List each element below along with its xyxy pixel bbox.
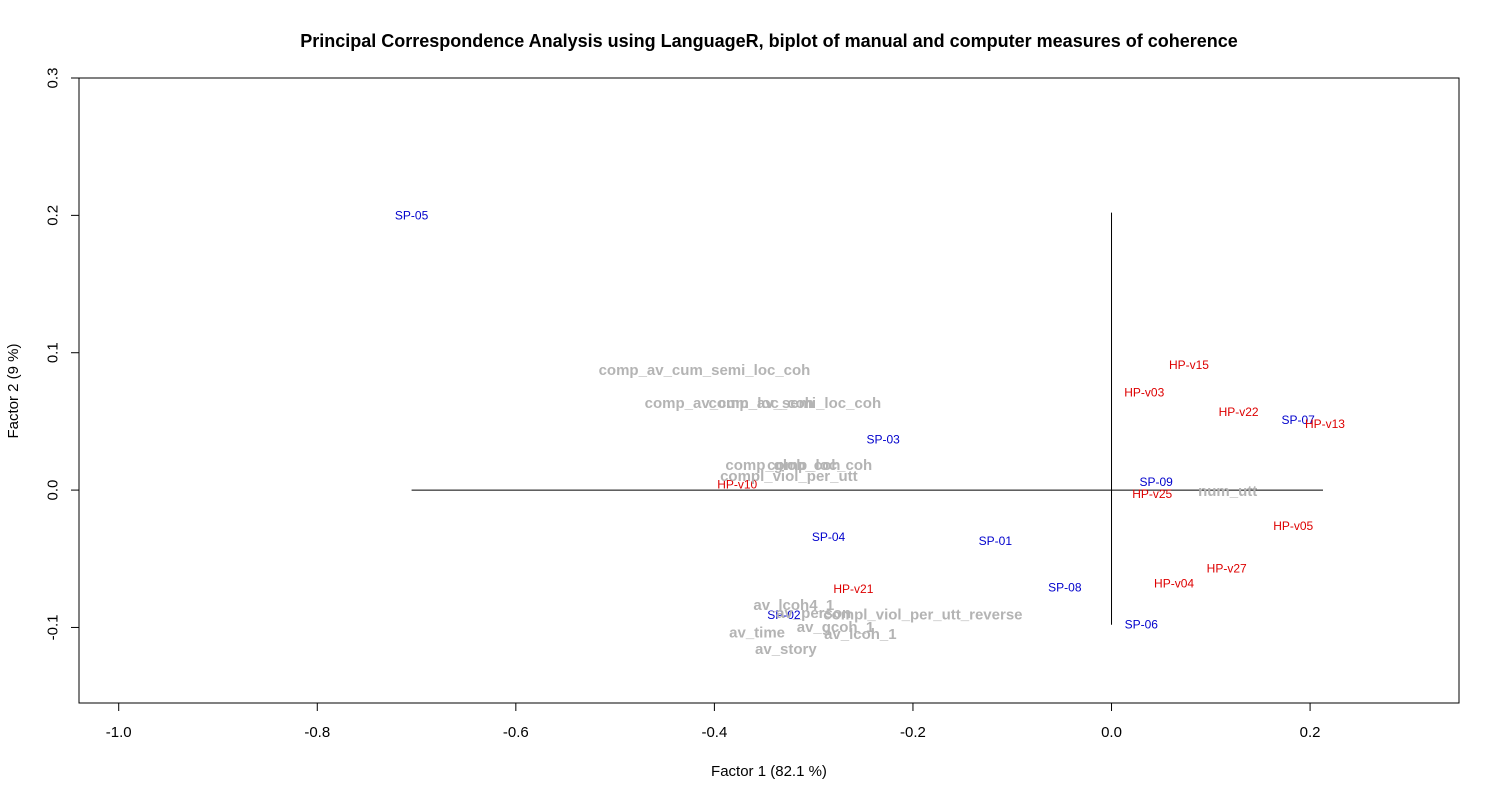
point-label-sp-09: SP-09 [1140,475,1174,489]
variable-label-comp-glob-coh: comp_glob_coh [725,457,840,474]
y-axis-title: Factor 2 (9 %) [5,343,22,438]
point-label-sp-08: SP-08 [1048,581,1082,595]
variable-label-compl-viol-per-utt: compl_viol_per_utt [720,468,858,485]
point-label-sp-04: SP-04 [812,530,846,544]
point-label-sp-01: SP-01 [979,534,1013,548]
reference-lines [411,212,1323,625]
x-tick-label: -0.2 [900,724,926,741]
variable-label-av-person: av_person [776,605,851,622]
variable-label-num-utt: num_utt [1198,483,1257,500]
point-label-hp-v25: HP-v25 [1132,487,1172,501]
point-label-sp-03: SP-03 [866,432,900,446]
x-tick-label: 0.2 [1300,724,1321,741]
variable-label-comp-av-semi-loc-coh: comp_av_semi_loc_coh [709,395,882,412]
point-label-hp-v22: HP-v22 [1219,405,1259,419]
variable-label-comp-av-cum-semi-loc-coh: comp_av_cum_semi_loc_coh [599,362,811,379]
point-label-hp-v03: HP-v03 [1124,386,1164,400]
x-tick-label: -0.8 [304,724,330,741]
x-tick-label: -0.6 [503,724,529,741]
point-label-hp-v05: HP-v05 [1273,519,1313,533]
point-label-hp-v21: HP-v21 [833,582,873,596]
y-tick-label: 0.0 [45,480,62,501]
variable-label-av-gcoh-1: av_gcoh_1 [797,619,875,636]
y-tick-label: 0.3 [45,68,62,89]
point-label-hp-v10: HP-v10 [717,478,757,492]
y-axis: -0.1 0.0 0.1 0.2 0.3 [45,68,80,641]
point-label-sp-07: SP-07 [1281,413,1315,427]
variable-label-av-lcoh4-1: av_lcoh4_1 [753,597,834,614]
point-label-hp-v27: HP-v27 [1207,561,1247,575]
point-label-hp-v15: HP-v15 [1169,358,1209,372]
x-tick-label: -0.4 [701,724,727,741]
variable-label-av-story: av_story [755,641,817,658]
variable-label-compl-viol-per-utt-reverse: compl_viol_per_utt_reverse [823,607,1022,624]
x-tick-label: -1.0 [106,724,132,741]
variable-label-av-time: av_time [729,624,785,641]
variable-label-comp-loc-coh: comp_loc_coh [767,457,872,474]
point-label-sp-06: SP-06 [1125,618,1159,632]
x-axis-title: Factor 1 (82.1 %) [711,763,827,780]
chart-title: Principal Correspondence Analysis using … [300,31,1238,51]
y-tick-label: 0.1 [45,342,62,363]
variable-label-comp-av-cum-loc-coh: comp_av_cum_loc_coh [645,395,814,412]
point-label-hp-v13: HP-v13 [1305,417,1345,431]
point-label-hp-v04: HP-v04 [1154,576,1194,590]
data-labels: SP-05 SP-03 SP-09 SP-07 SP-04 SP-01 SP-08 SP-06… [395,208,1345,658]
y-tick-label: 0.2 [45,205,62,226]
y-tick-label: -0.1 [45,615,62,641]
variable-label-av-lcoh-1: av_lcoh_1 [824,626,897,643]
x-axis: -1.0 -0.8 -0.6 -0.4 -0.2 0.0 0.2 [106,702,1321,741]
x-tick-label: 0.0 [1101,724,1122,741]
point-label-sp-05: SP-05 [395,208,429,222]
point-label-sp-02: SP-02 [767,608,801,622]
